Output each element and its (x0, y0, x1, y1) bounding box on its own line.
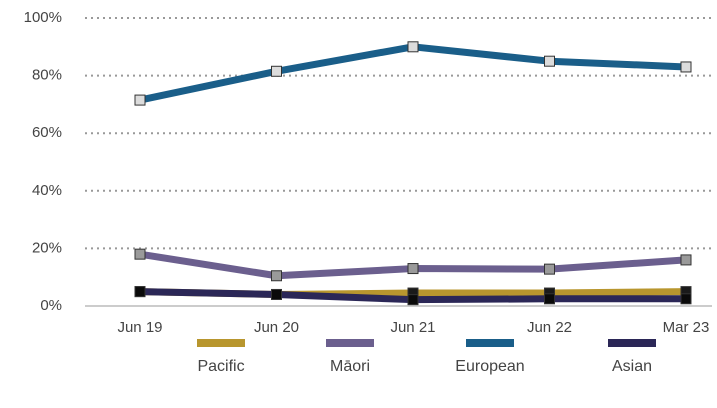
marker (134, 286, 146, 298)
legend-label: European (455, 358, 524, 375)
marker (680, 61, 692, 73)
legend-swatch (197, 339, 245, 347)
x-tick-label: Jun 19 (117, 319, 162, 336)
marker (680, 293, 692, 305)
marker (407, 41, 419, 53)
marker (134, 94, 146, 106)
series-line (139, 43, 687, 104)
legend-swatch (608, 339, 656, 347)
y-tick-label: 0% (40, 297, 62, 314)
y-tick-label: 60% (32, 124, 62, 141)
x-tick-label: Jun 21 (390, 319, 435, 336)
marker (407, 294, 419, 306)
marker (544, 55, 555, 67)
legend-swatch (326, 339, 374, 347)
legend-swatch (466, 339, 514, 347)
legend-label: Pacific (197, 358, 244, 375)
x-tick-label: Jun 22 (527, 319, 572, 336)
legend-label: Māori (330, 358, 370, 375)
marker (271, 65, 282, 77)
marker (544, 263, 555, 275)
marker (544, 293, 555, 305)
marker (271, 270, 282, 282)
y-tick-label: 80% (32, 67, 62, 84)
marker (134, 248, 146, 260)
marker (680, 254, 692, 266)
y-tick-label: 40% (32, 182, 62, 199)
marker (271, 288, 282, 300)
marker (407, 263, 419, 275)
y-tick-label: 100% (24, 9, 62, 26)
x-tick-label: Jun 20 (254, 319, 299, 336)
legend-label: Asian (612, 358, 652, 375)
y-tick-label: 20% (32, 239, 62, 256)
x-tick-label: Mar 23 (663, 319, 710, 336)
